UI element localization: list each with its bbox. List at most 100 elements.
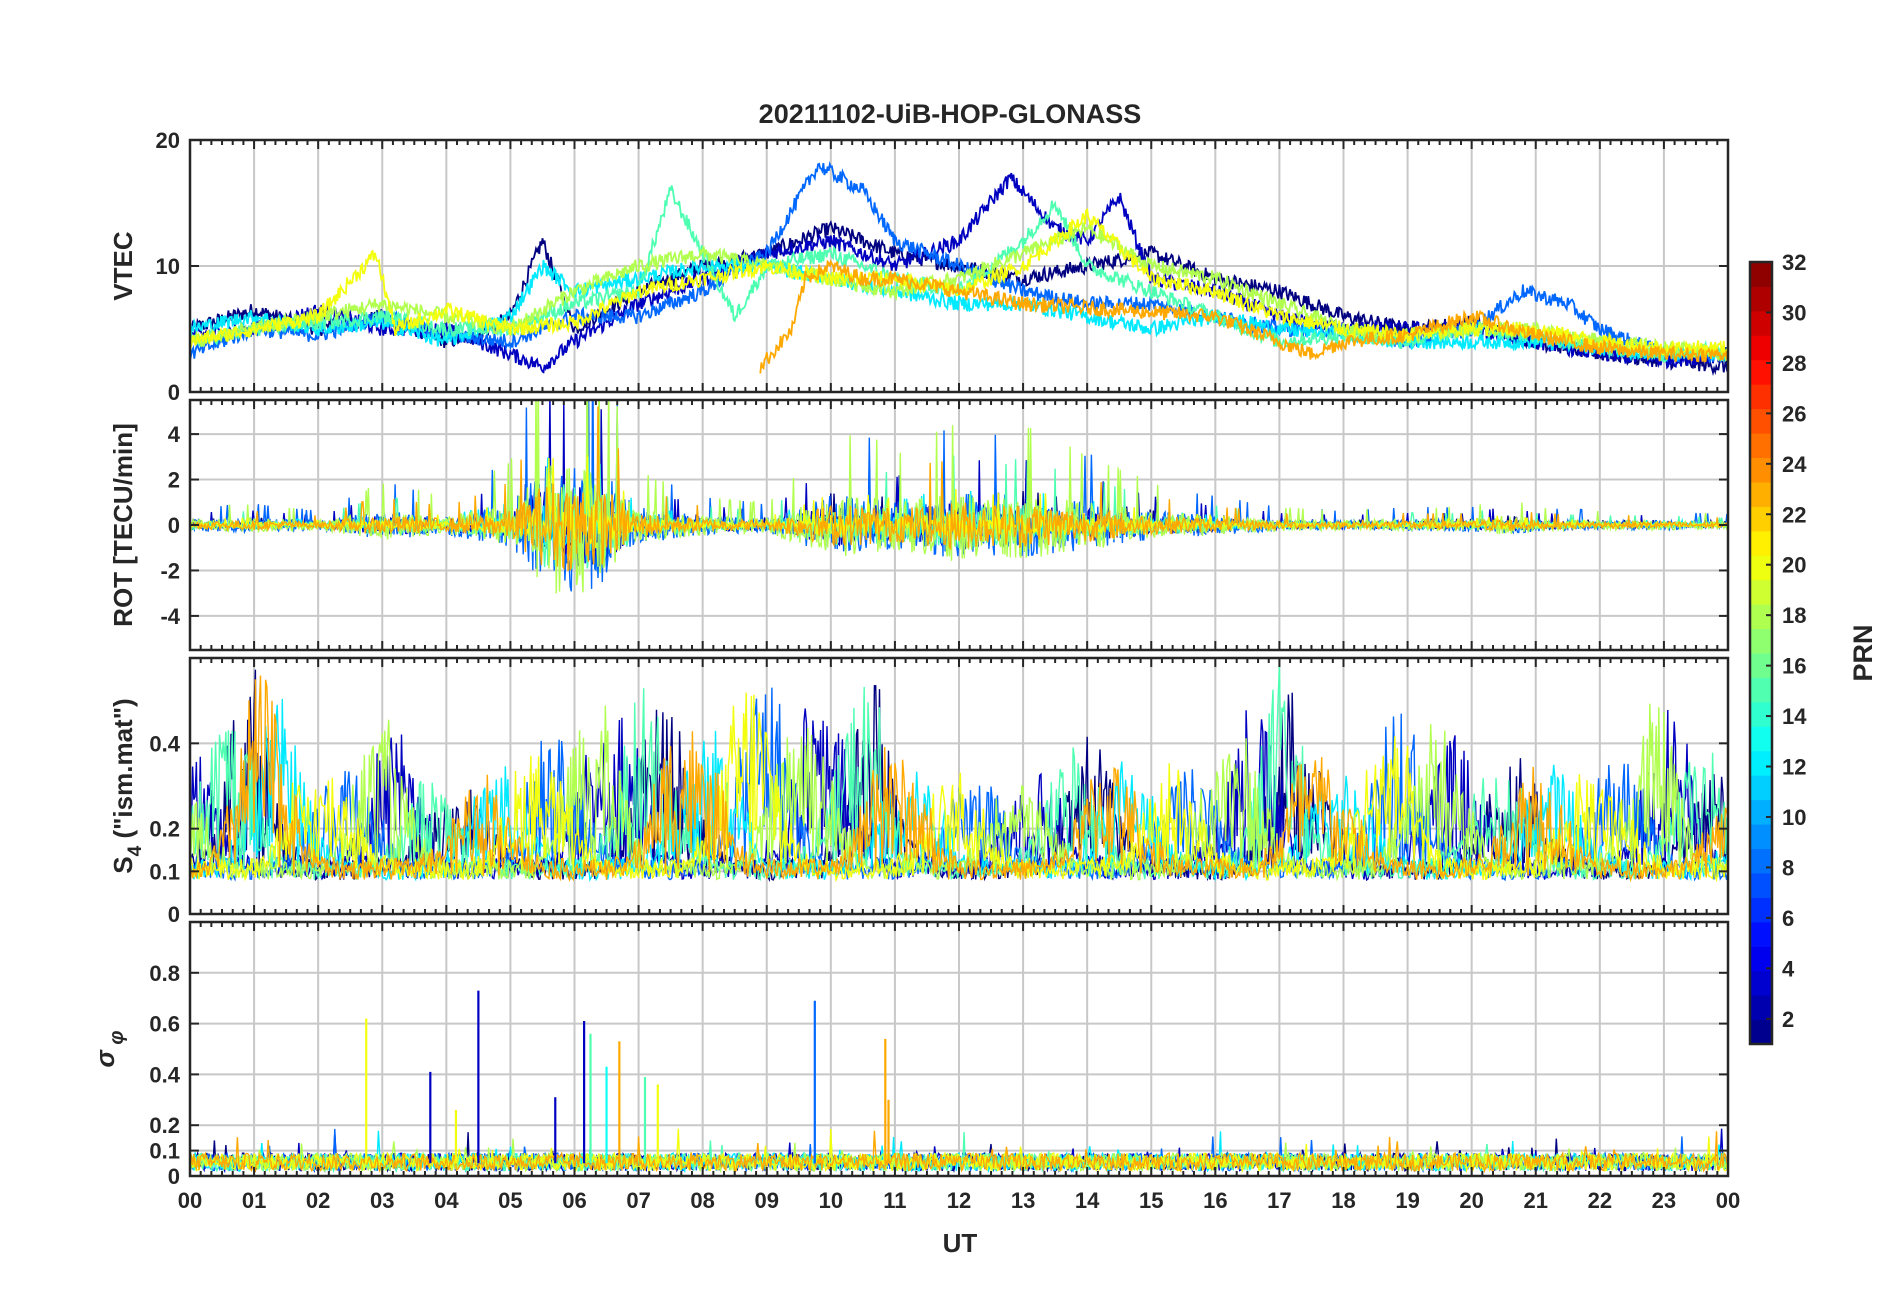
colorbar-tick-label: 4 (1782, 956, 1795, 981)
x-tick-label: 02 (306, 1188, 330, 1213)
panel-4: 00.10.2 0.4 0.6 0.8 σ φ (90, 920, 1730, 1189)
x-tick-label: 08 (690, 1188, 714, 1213)
colorbar-swatch (1750, 872, 1772, 898)
x-tick-label: 18 (1331, 1188, 1355, 1213)
y-tick-label: 0.2 (149, 817, 180, 842)
y-tick-label: 0.8 (149, 961, 180, 986)
colorbar-swatch (1750, 970, 1772, 996)
y-tick-label: -2 (160, 558, 180, 583)
colorbar-swatch (1750, 628, 1772, 654)
panel-1: 0 10 20 VTEC (108, 128, 1730, 405)
colorbar-swatch (1750, 506, 1772, 532)
x-tick-label: 17 (1267, 1188, 1291, 1213)
rot-line-prn-23 (190, 406, 1728, 572)
colorbar-label: PRN (1848, 624, 1878, 681)
colorbar-frame (1748, 260, 1774, 1046)
colorbar-swatch (1750, 653, 1772, 678)
y-tick-label: 0 (168, 380, 180, 405)
colorbar-tick-label: 20 (1782, 553, 1806, 578)
colorbar-swatch (1750, 921, 1772, 947)
colorbar-tick-label: 24 (1782, 452, 1807, 477)
y-tick-label: 0.2 (149, 1113, 180, 1138)
y-tick-label: 0.1 (149, 1139, 180, 1164)
colorbar-swatch (1750, 775, 1772, 801)
series-group (190, 400, 1728, 594)
y-axis-label: S4 ("ism.mat") (108, 698, 146, 873)
grid-lines (190, 922, 1728, 1176)
panel-2: -4 -2 0 2 4 ROT [TECU/min] (108, 398, 1730, 652)
x-tick-label: 23 (1652, 1188, 1676, 1213)
colorbar-swatch (1750, 677, 1772, 703)
rot-line-prn-18 (190, 400, 1728, 594)
x-tick-label: 09 (755, 1188, 779, 1213)
colorbar-swatch (1750, 310, 1772, 336)
colorbar-swatch (1750, 530, 1772, 556)
x-tick-label: 15 (1139, 1188, 1163, 1213)
y-axis-label: VTEC (108, 231, 138, 301)
s4-line-prn-23 (190, 675, 1728, 883)
x-tick-label: 14 (1075, 1188, 1100, 1213)
y-axis-label: ROT [TECU/min] (108, 423, 138, 627)
colorbar-swatch (1750, 604, 1772, 630)
x-tick-label: 01 (242, 1188, 266, 1213)
y-tick-label: 0.4 (149, 731, 180, 756)
colorbar-tick-label: 6 (1782, 906, 1794, 931)
colorbar-swatch (1750, 726, 1772, 752)
x-tick-label: 19 (1395, 1188, 1419, 1213)
panel-3: 0 0.1 0.2 0.4S4 ("ism.mat") (108, 656, 1730, 927)
colorbar-swatch (1750, 408, 1772, 434)
colorbar-swatch (1750, 335, 1772, 361)
x-tick-label: 16 (1203, 1188, 1227, 1213)
colorbar-tick-label: 28 (1782, 351, 1806, 376)
x-tick-label: 04 (434, 1188, 459, 1213)
colorbar-tick-label: 16 (1782, 654, 1806, 679)
chart-title: 20211102-UiB-HOP-GLONASS (759, 99, 1142, 129)
x-tick-label: 07 (626, 1188, 650, 1213)
y-tick-label: 0.4 (149, 1062, 180, 1087)
colorbar-swatch (1750, 286, 1772, 312)
colorbar-swatch (1750, 1019, 1772, 1045)
y-tick-label: 0.6 (149, 1012, 180, 1037)
x-tick-label: 22 (1588, 1188, 1612, 1213)
colorbar-swatch (1750, 579, 1772, 605)
x-tick-label: 06 (562, 1188, 586, 1213)
colorbar-tick-label: 18 (1782, 603, 1806, 628)
colorbar-swatch (1750, 359, 1772, 385)
y-tick-label: 0.1 (149, 859, 180, 884)
colorbar-tick-label: 8 (1782, 855, 1794, 880)
y-tick-label: 0 (168, 513, 180, 538)
y-axis-label: σ φ (90, 1031, 128, 1068)
colorbar-tick-label: 26 (1782, 401, 1806, 426)
colorbar-tick-label: 2 (1782, 1007, 1794, 1032)
colorbar-swatch (1750, 262, 1772, 287)
x-tick-label: 03 (370, 1188, 394, 1213)
colorbar-tick-label: 22 (1782, 502, 1806, 527)
x-tick-label: 13 (1011, 1188, 1035, 1213)
colorbar-swatch (1750, 457, 1772, 483)
y-tick-label: 10 (156, 254, 180, 279)
y-tick-label: 4 (168, 422, 181, 447)
colorbar-swatch (1750, 555, 1772, 581)
colorbar-swatch (1750, 848, 1772, 874)
colorbar-tick-label: 10 (1782, 805, 1806, 830)
x-axis-label: UT (943, 1228, 978, 1258)
colorbar-swatch (1750, 433, 1772, 458)
x-tick-label: 05 (498, 1188, 522, 1213)
y-tick-label: 20 (156, 128, 180, 153)
y-tick-label: 2 (168, 468, 180, 493)
series-group (190, 160, 1728, 377)
colorbar-tick-label: 14 (1782, 704, 1807, 729)
colorbar-tick-label: 32 (1782, 250, 1806, 275)
colorbar-swatch (1750, 701, 1772, 727)
x-tick-label: 20 (1459, 1188, 1483, 1213)
sigma-line-prn-20 (190, 1128, 1728, 1174)
y-tick-label: 0 (168, 1164, 180, 1189)
s4-line-prn-20 (190, 692, 1728, 883)
colorbar-swatch (1750, 384, 1772, 410)
series-line-prn-23 (759, 259, 1728, 374)
x-tick-label: 10 (819, 1188, 843, 1213)
